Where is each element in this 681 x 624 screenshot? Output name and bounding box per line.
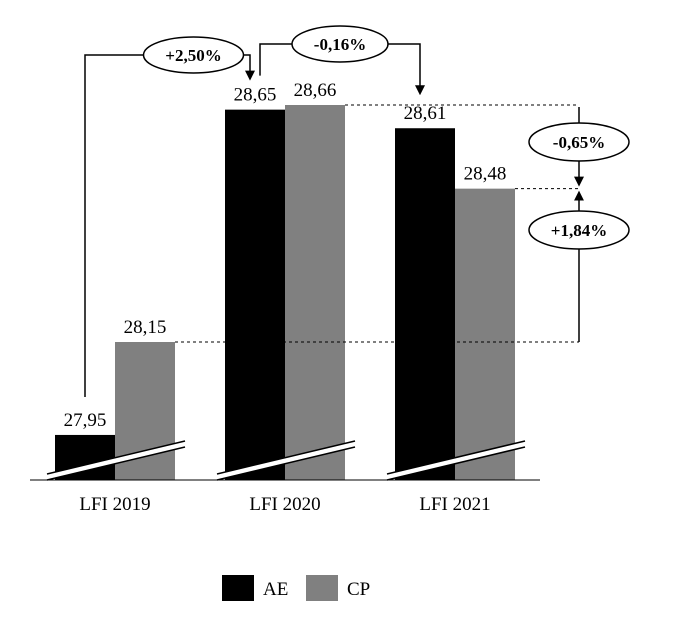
annotation-cp-2020-2021-bubble [528, 122, 630, 162]
value-label-cp-3: 28,48 [464, 164, 507, 185]
legend: AE CP [222, 575, 370, 601]
axis-break-line-bottom-2 [216, 446, 356, 481]
category-label-2: LFI 2020 [249, 494, 320, 515]
axis-break-band-2 [217, 441, 355, 480]
annotation-ae-2019-2020-label: +2,50% [165, 46, 221, 65]
annotation-ae-2020-2021-bubble [291, 25, 389, 63]
bar-cp-2 [285, 105, 345, 480]
annotation-cp-2019-2021-bubble [528, 210, 630, 250]
legend-label-cp: CP [347, 579, 370, 600]
value-label-ae-1: 27,95 [64, 410, 107, 431]
bars-group [55, 105, 515, 480]
bar-cp-3 [455, 188, 515, 480]
axis-break-marks [46, 440, 526, 481]
annotation-ae-2020-2021-label: -0,16% [314, 35, 366, 54]
category-labels-group: LFI 2019 LFI 2020 LFI 2021 [79, 494, 490, 515]
axis-break-line-bottom-1 [46, 446, 186, 481]
bar-ae-3 [395, 128, 455, 480]
axis-break-line-bottom-3 [386, 446, 526, 481]
value-label-ae-3: 28,61 [404, 103, 447, 124]
axis-break-line-top-2 [216, 440, 356, 475]
annotations-group: +2,50% -0,16% -0,65% +1,84% [84, 25, 630, 397]
legend-swatch-ae [222, 575, 254, 601]
annotation-ae-2019-2020-bubble [142, 36, 245, 74]
axis-break-band-3 [387, 441, 525, 480]
legend-swatch-cp [306, 575, 338, 601]
value-labels-group: 27,95 28,15 28,65 28,66 28,61 28,48 [64, 80, 507, 431]
category-label-3: LFI 2021 [419, 494, 490, 515]
axis-break-line-top-1 [46, 440, 186, 475]
axis-break-line-top-3 [386, 440, 526, 475]
legend-label-ae: AE [263, 579, 288, 600]
value-label-cp-2: 28,66 [294, 80, 337, 101]
value-label-ae-2: 28,65 [234, 85, 277, 106]
annotation-cp-2019-2021-label: +1,84% [551, 221, 607, 240]
axis-break-band-1 [47, 441, 185, 480]
bar-ae-2 [225, 109, 285, 480]
category-label-1: LFI 2019 [79, 494, 150, 515]
value-label-cp-1: 28,15 [124, 317, 167, 338]
annotation-cp-2020-2021-label: -0,65% [553, 133, 605, 152]
